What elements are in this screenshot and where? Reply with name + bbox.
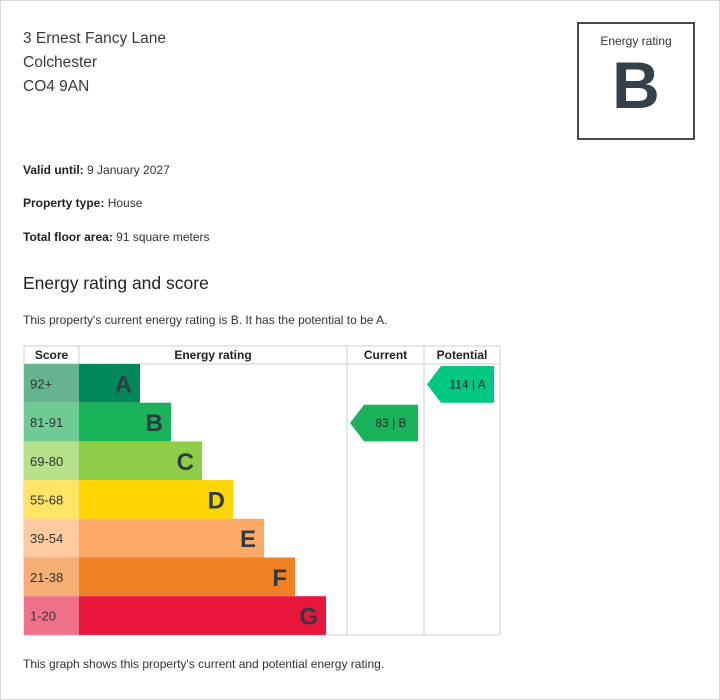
score-range-b: 81-91	[30, 415, 63, 430]
current-rating-arrow-label: 83 | B	[375, 416, 406, 430]
floor-area-label: Total floor area:	[23, 230, 113, 244]
score-cell-b	[24, 402, 79, 442]
band-bar-a	[79, 364, 140, 403]
band-letter-d: D	[208, 487, 225, 514]
band-letter-c: C	[177, 449, 194, 476]
address-line-street: 3 Ernest Fancy Lane	[23, 30, 167, 47]
energy-rating-badge-value: B	[612, 48, 660, 122]
section-title: Energy rating and score	[23, 273, 209, 293]
header-potential: Potential	[437, 348, 488, 362]
score-range-a: 92+	[30, 376, 52, 391]
score-range-f: 21-38	[30, 570, 63, 585]
floor-area: Total floor area: 91 square meters	[23, 230, 210, 244]
valid-until-label: Valid until:	[23, 163, 84, 177]
section-description: This property's current energy rating is…	[23, 313, 388, 327]
current-rating-arrow	[350, 404, 418, 442]
score-cell-c	[24, 441, 79, 481]
chart-footnote: This graph shows this property's current…	[23, 657, 385, 671]
header-energy-rating: Energy rating	[174, 348, 251, 362]
band-bar-c	[79, 441, 202, 481]
property-address: 3 Ernest Fancy Lane Colchester CO4 9AN	[23, 27, 166, 99]
chart-header-row	[23, 345, 501, 365]
score-cell-d	[24, 480, 79, 519]
valid-until-value: 9 January 2027	[87, 163, 170, 177]
energy-rating-badge: Energy rating B	[577, 22, 695, 140]
score-cell-g	[24, 596, 79, 635]
address-line-postcode: CO4 9AN	[23, 78, 90, 95]
band-letter-a: A	[115, 371, 132, 398]
score-range-g: 1-20	[30, 609, 56, 624]
header-current: Current	[364, 348, 407, 362]
band-letter-g: G	[299, 604, 318, 631]
band-bar-f	[79, 557, 295, 597]
band-bar-d	[79, 480, 233, 519]
band-letter-b: B	[146, 410, 163, 437]
energy-rating-badge-label: Energy rating	[600, 34, 672, 48]
band-letter-e: E	[240, 526, 256, 553]
address-line-town: Colchester	[23, 54, 98, 71]
score-cell-a	[24, 364, 79, 403]
band-bar-g	[79, 596, 326, 635]
header-score: Score	[35, 348, 69, 362]
score-range-e: 39-54	[30, 531, 63, 546]
potential-rating-arrow-label: 114 | A	[449, 377, 485, 391]
band-bar-e	[79, 518, 264, 558]
band-bar-b	[79, 402, 171, 442]
property-type: Property type: House	[23, 196, 142, 210]
score-cell-e	[24, 518, 79, 558]
score-range-d: 55-68	[30, 492, 63, 507]
band-letter-f: F	[272, 565, 287, 592]
valid-until: Valid until: 9 January 2027	[23, 163, 170, 177]
property-type-label: Property type:	[23, 196, 105, 210]
potential-rating-arrow	[427, 366, 494, 403]
score-cell-f	[24, 557, 79, 597]
floor-area-value: 91 square meters	[116, 230, 210, 244]
score-range-c: 69-80	[30, 454, 63, 469]
property-type-value: House	[107, 196, 143, 210]
